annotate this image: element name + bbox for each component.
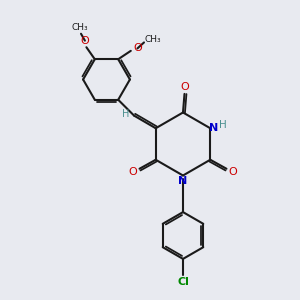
Text: O: O [229,167,238,177]
Text: O: O [180,82,189,92]
Text: O: O [133,44,142,53]
Text: CH₃: CH₃ [144,35,161,44]
Text: CH₃: CH₃ [71,22,88,32]
Text: N: N [178,176,188,186]
Text: Cl: Cl [177,277,189,287]
Text: O: O [128,167,137,177]
Text: H: H [122,109,129,119]
Text: N: N [209,123,218,133]
Text: O: O [80,36,89,46]
Text: H: H [219,120,227,130]
